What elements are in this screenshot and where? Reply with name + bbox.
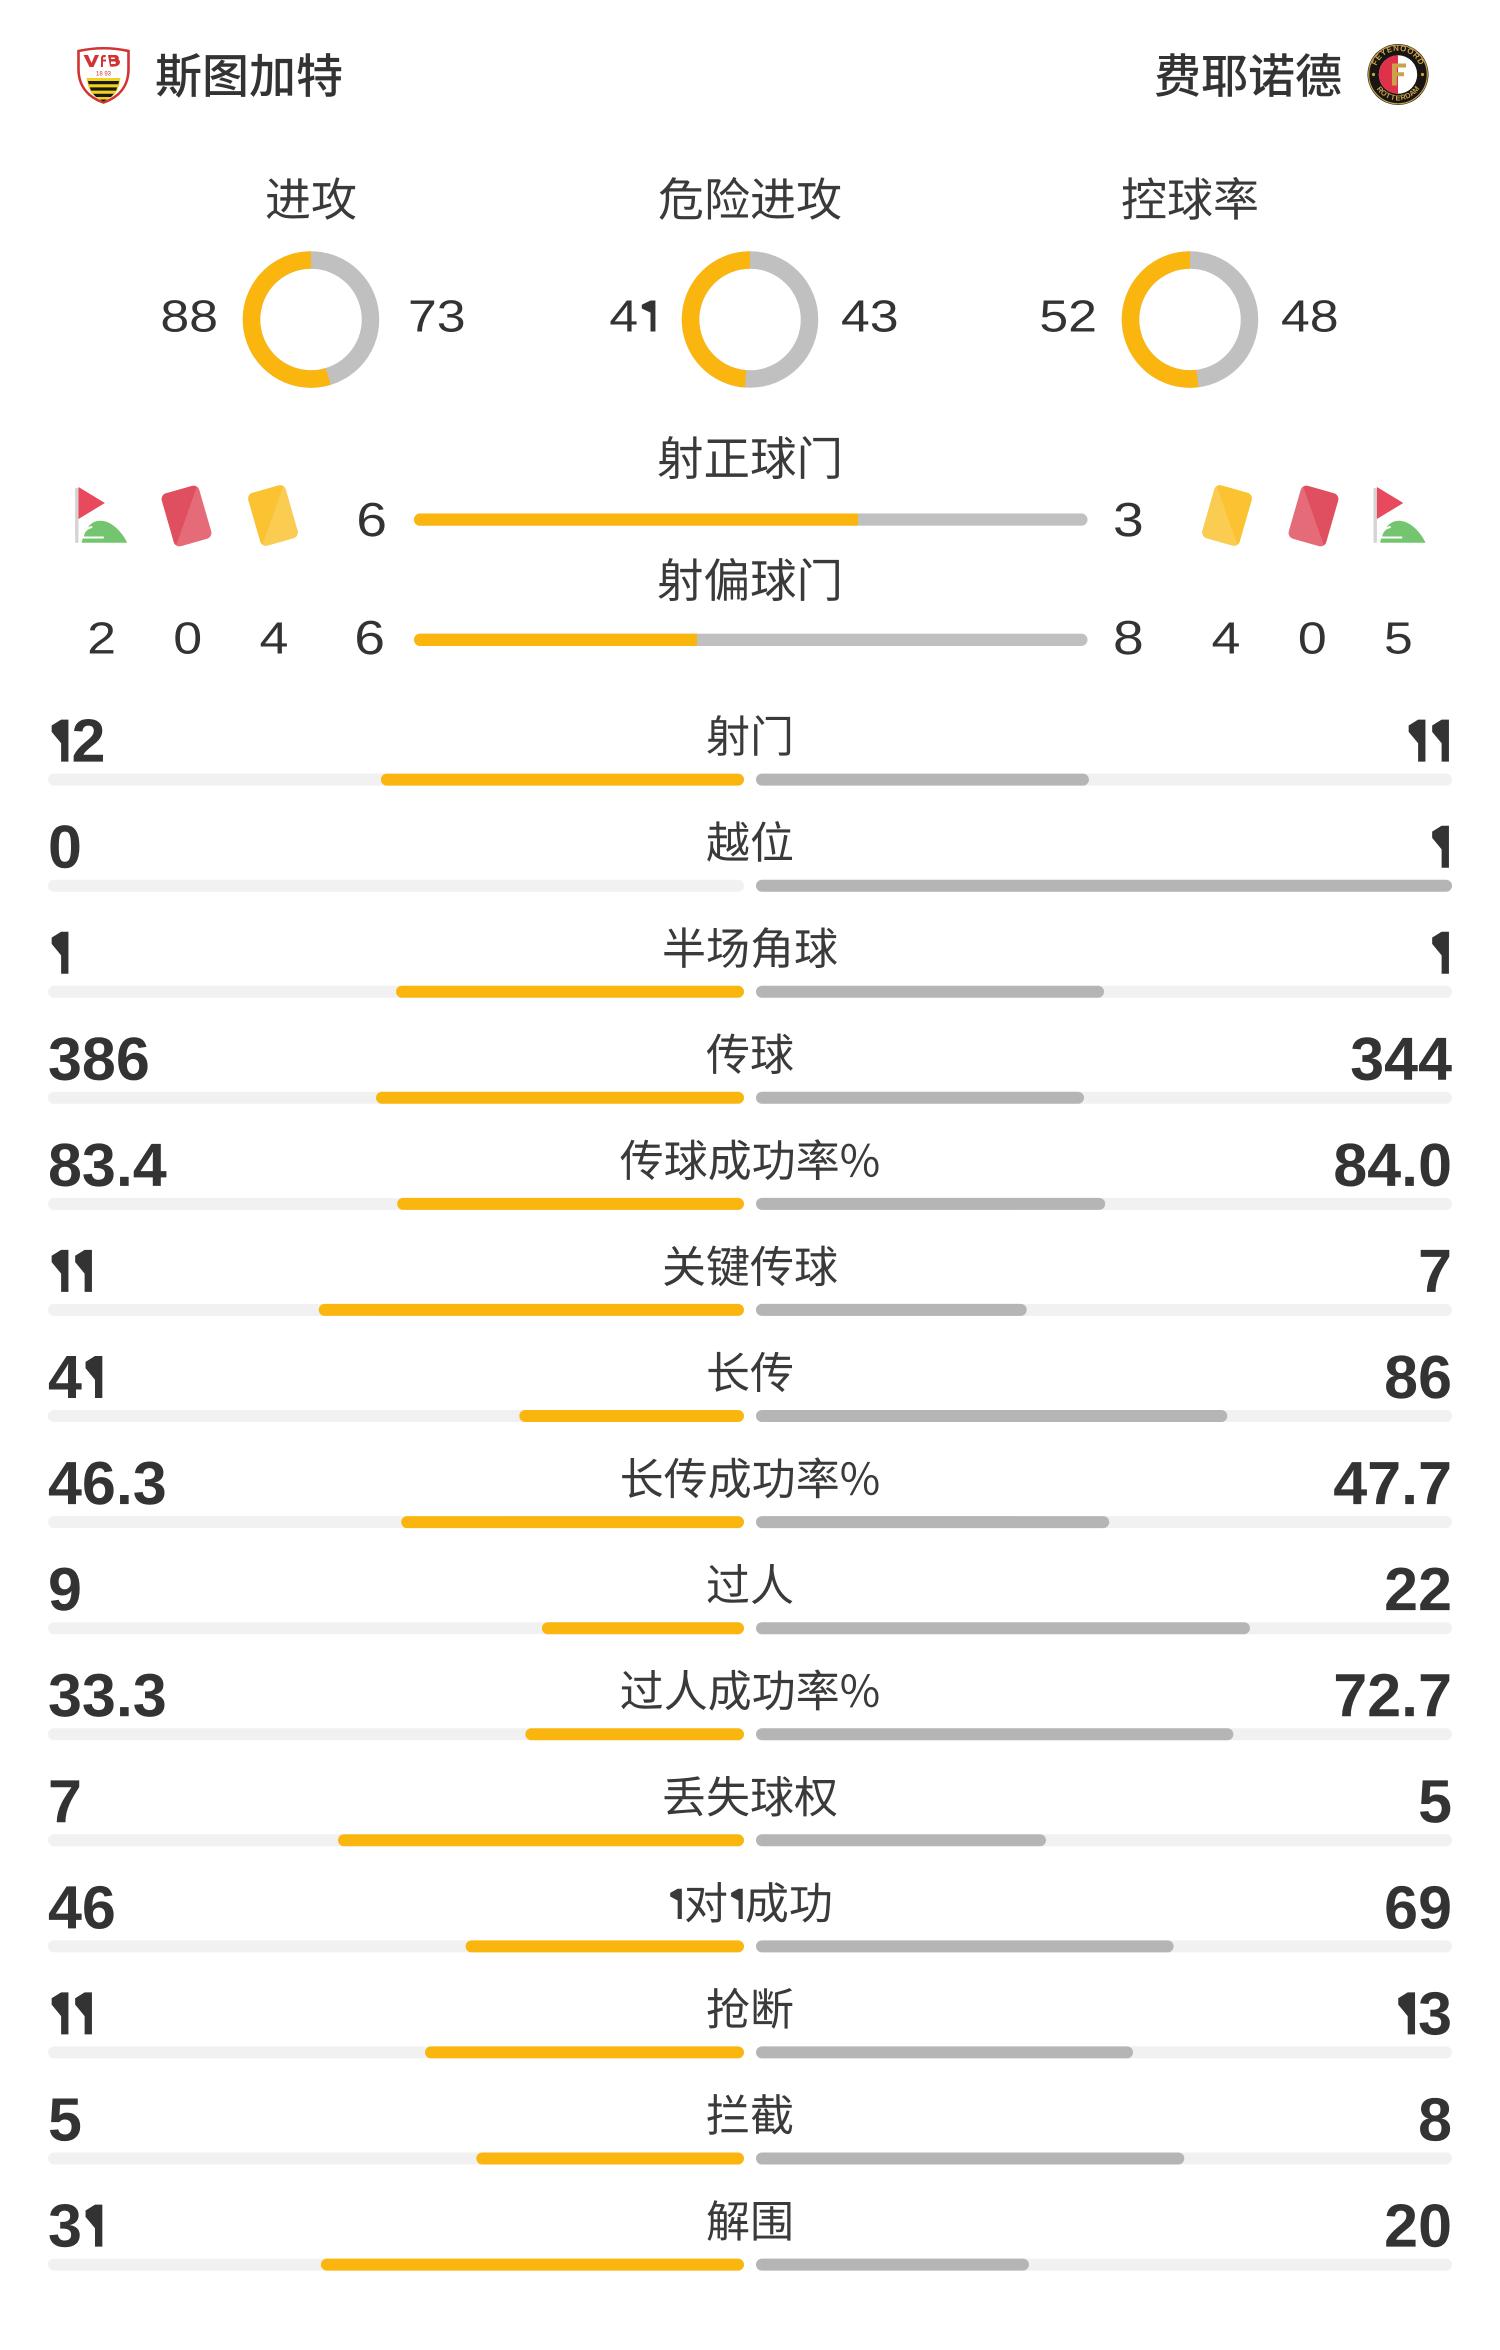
- svg-text:D: D: [1403, 90, 1412, 101]
- svg-text:E: E: [1395, 93, 1400, 102]
- svg-text:A: A: [1407, 87, 1417, 98]
- svg-text:18 93: 18 93: [96, 72, 112, 78]
- svg-text:T: T: [1390, 92, 1397, 102]
- svg-text:R: R: [1399, 92, 1407, 102]
- svg-text:M: M: [1410, 84, 1421, 95]
- svg-text:O: O: [1379, 88, 1389, 99]
- svg-text:T: T: [1384, 91, 1392, 101]
- svg-text:R: R: [1375, 85, 1386, 95]
